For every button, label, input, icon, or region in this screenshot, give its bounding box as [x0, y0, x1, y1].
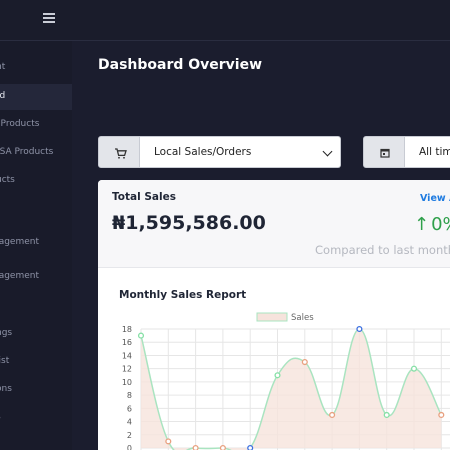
y-tick-label: 18	[122, 325, 132, 334]
y-tick-label: 10	[122, 378, 132, 387]
sidebar-item-label: ngs	[0, 328, 13, 338]
sidebar-item[interactable]: rd	[0, 84, 72, 110]
order-type-select[interactable]: Local Sales/Orders	[140, 136, 341, 168]
sidebar-item[interactable]: ucts	[0, 168, 72, 194]
sidebar-item-label: ucts	[0, 175, 15, 185]
order-type-filter: Local Sales/Orders	[98, 136, 341, 168]
sidebar-item[interactable]: USA Products	[0, 140, 72, 166]
y-tick-label: 12	[122, 365, 132, 374]
top-bar	[0, 0, 450, 41]
y-tick-label: 14	[122, 351, 132, 360]
cart-filter-button[interactable]	[98, 136, 140, 168]
sidebar-item[interactable]: ngs	[0, 321, 72, 347]
view-all-link[interactable]: View All	[420, 193, 450, 204]
data-point[interactable]	[137, 332, 145, 339]
y-tick-label: 8	[127, 391, 132, 400]
sidebar: nt rd s Products USA Products ucts t nagement n…	[0, 41, 72, 450]
arrow-up-icon: ↑	[414, 214, 430, 235]
sidebar-item[interactable]: nagement	[0, 230, 72, 256]
sidebar-item-label: s Products	[0, 119, 40, 129]
y-tick-label: 16	[122, 338, 132, 347]
sales-area	[141, 329, 442, 450]
calendar-filter-button[interactable]	[363, 136, 405, 168]
data-point[interactable]	[438, 411, 445, 418]
calendar-icon	[380, 148, 390, 158]
sidebar-item[interactable]: nt	[0, 55, 72, 81]
sidebar-item[interactable]: nagement	[0, 264, 72, 290]
page-title: Dashboard Overview	[98, 57, 263, 73]
period-value: All time	[419, 146, 450, 158]
sidebar-item-label: nagement	[0, 237, 40, 247]
data-point[interactable]	[274, 372, 281, 379]
data-point[interactable]	[329, 411, 336, 418]
order-type-value: Local Sales/Orders	[154, 146, 252, 158]
sidebar-item-label: list	[0, 356, 10, 366]
data-point[interactable]	[356, 325, 363, 333]
sidebar-item[interactable]: s Products	[0, 112, 72, 138]
y-tick-label: 0	[127, 444, 132, 450]
data-point[interactable]	[383, 411, 390, 418]
sidebar-item-label: nt	[0, 62, 6, 72]
legend-swatch	[256, 312, 288, 322]
sales-summary: Total Sales View All ₦1,595,586.00 ↑0% C…	[98, 180, 450, 268]
report-title: Monthly Sales Report	[119, 289, 247, 301]
y-tick-label: 4	[127, 418, 132, 427]
sidebar-item-label: rd	[0, 91, 6, 101]
data-point[interactable]	[165, 438, 172, 445]
sidebar-item-label: ons	[0, 384, 12, 394]
sidebar-item[interactable]: ons	[0, 377, 72, 403]
data-point[interactable]	[247, 444, 254, 450]
sidebar-item-label: USA Products	[0, 147, 54, 157]
total-sales-label: Total Sales	[112, 191, 176, 203]
comparison-text: Compared to last month	[315, 243, 450, 257]
chart-legend: Sales	[256, 312, 314, 323]
y-tick-label: 2	[127, 431, 132, 440]
data-point[interactable]	[192, 444, 199, 450]
sidebar-item[interactable]: list	[0, 349, 72, 375]
sidebar-item-label: nagement	[0, 271, 40, 281]
total-sales-value: ₦1,595,586.00	[112, 212, 266, 234]
sales-card: Total Sales View All ₦1,595,586.00 ↑0% C…	[98, 180, 450, 450]
y-tick-label: 6	[127, 404, 132, 413]
sidebar-item[interactable]: s	[0, 405, 72, 431]
sales-chart: Sales 0 2 4 6 8 10 12 14 16 18	[122, 312, 450, 450]
legend-label: Sales	[291, 313, 314, 323]
data-point[interactable]	[219, 444, 226, 450]
chevron-down-icon	[322, 146, 333, 157]
sales-change: ↑0%	[414, 214, 450, 235]
menu-toggle-icon[interactable]	[41, 11, 59, 25]
sidebar-item[interactable]: t	[0, 196, 72, 222]
data-point[interactable]	[301, 359, 308, 366]
sales-change-value: 0%	[431, 214, 450, 235]
data-point[interactable]	[410, 365, 418, 372]
sidebar-item-label: s	[0, 412, 1, 422]
period-filter: All time	[363, 136, 450, 168]
cart-icon	[115, 148, 127, 159]
period-select[interactable]: All time	[405, 136, 450, 168]
main-content: Dashboard Overview Local Sales/Orders Al…	[72, 41, 450, 450]
